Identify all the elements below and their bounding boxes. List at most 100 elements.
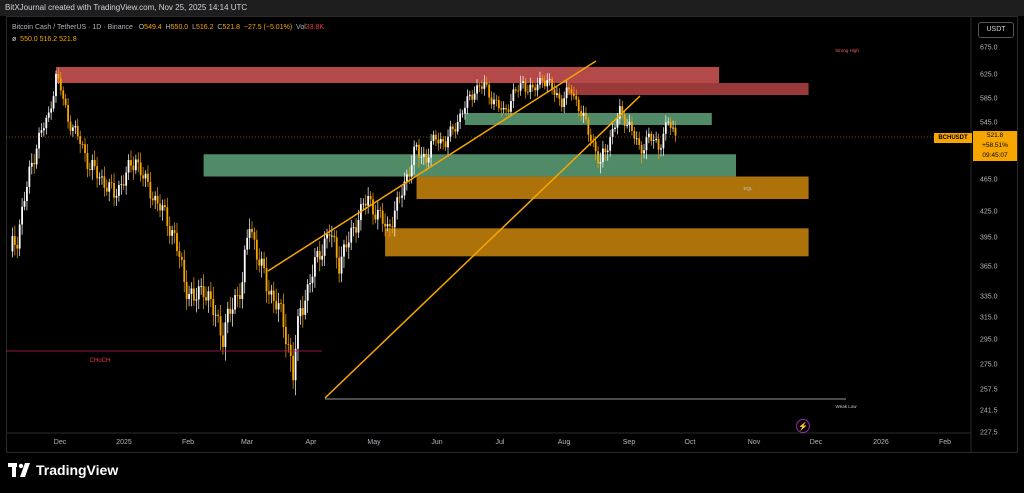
candle-body — [236, 295, 239, 296]
candle-body — [664, 122, 667, 134]
candle-body — [86, 152, 89, 170]
chart-annotation: EQL — [743, 186, 753, 191]
candle-body — [517, 90, 520, 92]
candle-body — [449, 126, 452, 137]
candle-body — [611, 129, 614, 138]
candle-body — [161, 205, 164, 211]
candle-body — [113, 182, 115, 198]
candle-body — [473, 93, 476, 100]
candle-body — [415, 144, 418, 147]
symbol-price-tag: BCHUSDT — [934, 133, 972, 143]
candle-body — [74, 125, 77, 128]
candle-body — [59, 78, 62, 91]
candle-body — [461, 113, 464, 115]
candle-body — [546, 80, 549, 87]
candle-body — [265, 268, 268, 292]
candle-body — [614, 127, 616, 130]
tradingview-logo[interactable]: TradingView — [8, 462, 118, 478]
change-value: −27.5 (−5.01%) — [243, 24, 293, 31]
chart-annotation: CHoCH — [90, 358, 111, 364]
candle-body — [526, 91, 529, 93]
candle-body — [243, 249, 246, 283]
candle-body — [30, 162, 33, 167]
candle-body — [539, 77, 541, 85]
candle-body — [500, 108, 503, 110]
y-tick-label: 227.5 — [980, 430, 998, 437]
candle-body — [297, 316, 299, 349]
zone-1 — [566, 83, 809, 95]
candle-body — [459, 113, 462, 122]
bar-countdown: 09:45:07 — [982, 152, 1008, 159]
candle-body — [42, 128, 45, 131]
candle-body — [398, 197, 401, 199]
candle-body — [13, 236, 16, 245]
candle-body — [299, 308, 302, 317]
candle-body — [137, 159, 140, 163]
candle-body — [16, 244, 19, 249]
candle-body — [376, 209, 379, 220]
candle-body — [258, 259, 261, 266]
x-tick-label: Sep — [623, 439, 636, 446]
candle-body — [11, 236, 14, 252]
candle-body — [79, 136, 82, 145]
candle-body — [205, 297, 207, 301]
candle-body — [38, 132, 40, 149]
candle-body — [96, 166, 99, 179]
candle-body — [35, 148, 38, 165]
lightning-icon[interactable]: ⚡ — [796, 419, 810, 433]
x-tick-label: Jul — [496, 439, 505, 446]
y-tick-label: 275.0 — [980, 362, 998, 369]
candle-body — [374, 214, 377, 220]
high-value: 550.0 — [170, 24, 189, 31]
candle-body — [287, 344, 290, 345]
candle-body — [640, 144, 643, 154]
candle-body — [623, 114, 626, 126]
candle-body — [401, 195, 403, 198]
candle-body — [26, 186, 28, 201]
candle-body — [147, 173, 149, 182]
candle-body — [318, 251, 321, 260]
candle-body — [40, 130, 43, 133]
candle-body — [108, 182, 111, 192]
currency-unit-button[interactable]: USDT — [978, 22, 1014, 38]
candle-body — [64, 98, 67, 106]
candle-body — [217, 314, 220, 317]
y-tick-label: 257.5 — [980, 387, 998, 394]
candle-body — [127, 160, 130, 173]
candle-body — [47, 112, 50, 118]
candle-body — [239, 295, 241, 299]
candle-body — [442, 138, 445, 142]
x-tick-label: Aug — [558, 439, 571, 446]
candle-body — [139, 162, 142, 176]
candle-body — [188, 293, 190, 299]
candle-body — [226, 308, 229, 323]
candle-body — [478, 85, 481, 87]
candle-body — [173, 230, 176, 234]
close-value: 521.8 — [222, 24, 240, 31]
candle-body — [652, 139, 655, 141]
candle-body — [21, 206, 23, 225]
chart-caption-bar: BitXJournal created with TradingView.com… — [0, 0, 1024, 16]
candle-body — [357, 220, 360, 233]
candle-body — [284, 327, 287, 345]
candle-body — [626, 125, 628, 126]
candlestick-chart[interactable]: 675.0625.0585.0545.0505.0465.0425.0395.0… — [0, 0, 1024, 453]
last-price-box: 521.8 +58.51% 09:45:07 — [973, 131, 1017, 161]
candle-body — [563, 98, 566, 108]
candle-body — [176, 233, 178, 252]
x-tick-label: Dec — [810, 439, 823, 446]
candle-body — [660, 148, 662, 150]
candle-body — [512, 89, 515, 102]
candle-body — [408, 174, 411, 177]
candle-body — [268, 291, 270, 295]
x-tick-label: Mar — [241, 439, 254, 446]
candle-body — [311, 276, 314, 284]
candle-body — [667, 121, 670, 123]
candle-body — [316, 251, 319, 258]
candle-body — [168, 225, 171, 236]
candle-body — [464, 107, 466, 114]
candle-body — [321, 255, 324, 260]
candle-body — [391, 226, 394, 228]
candle-body — [451, 126, 454, 130]
candle-body — [481, 86, 483, 89]
